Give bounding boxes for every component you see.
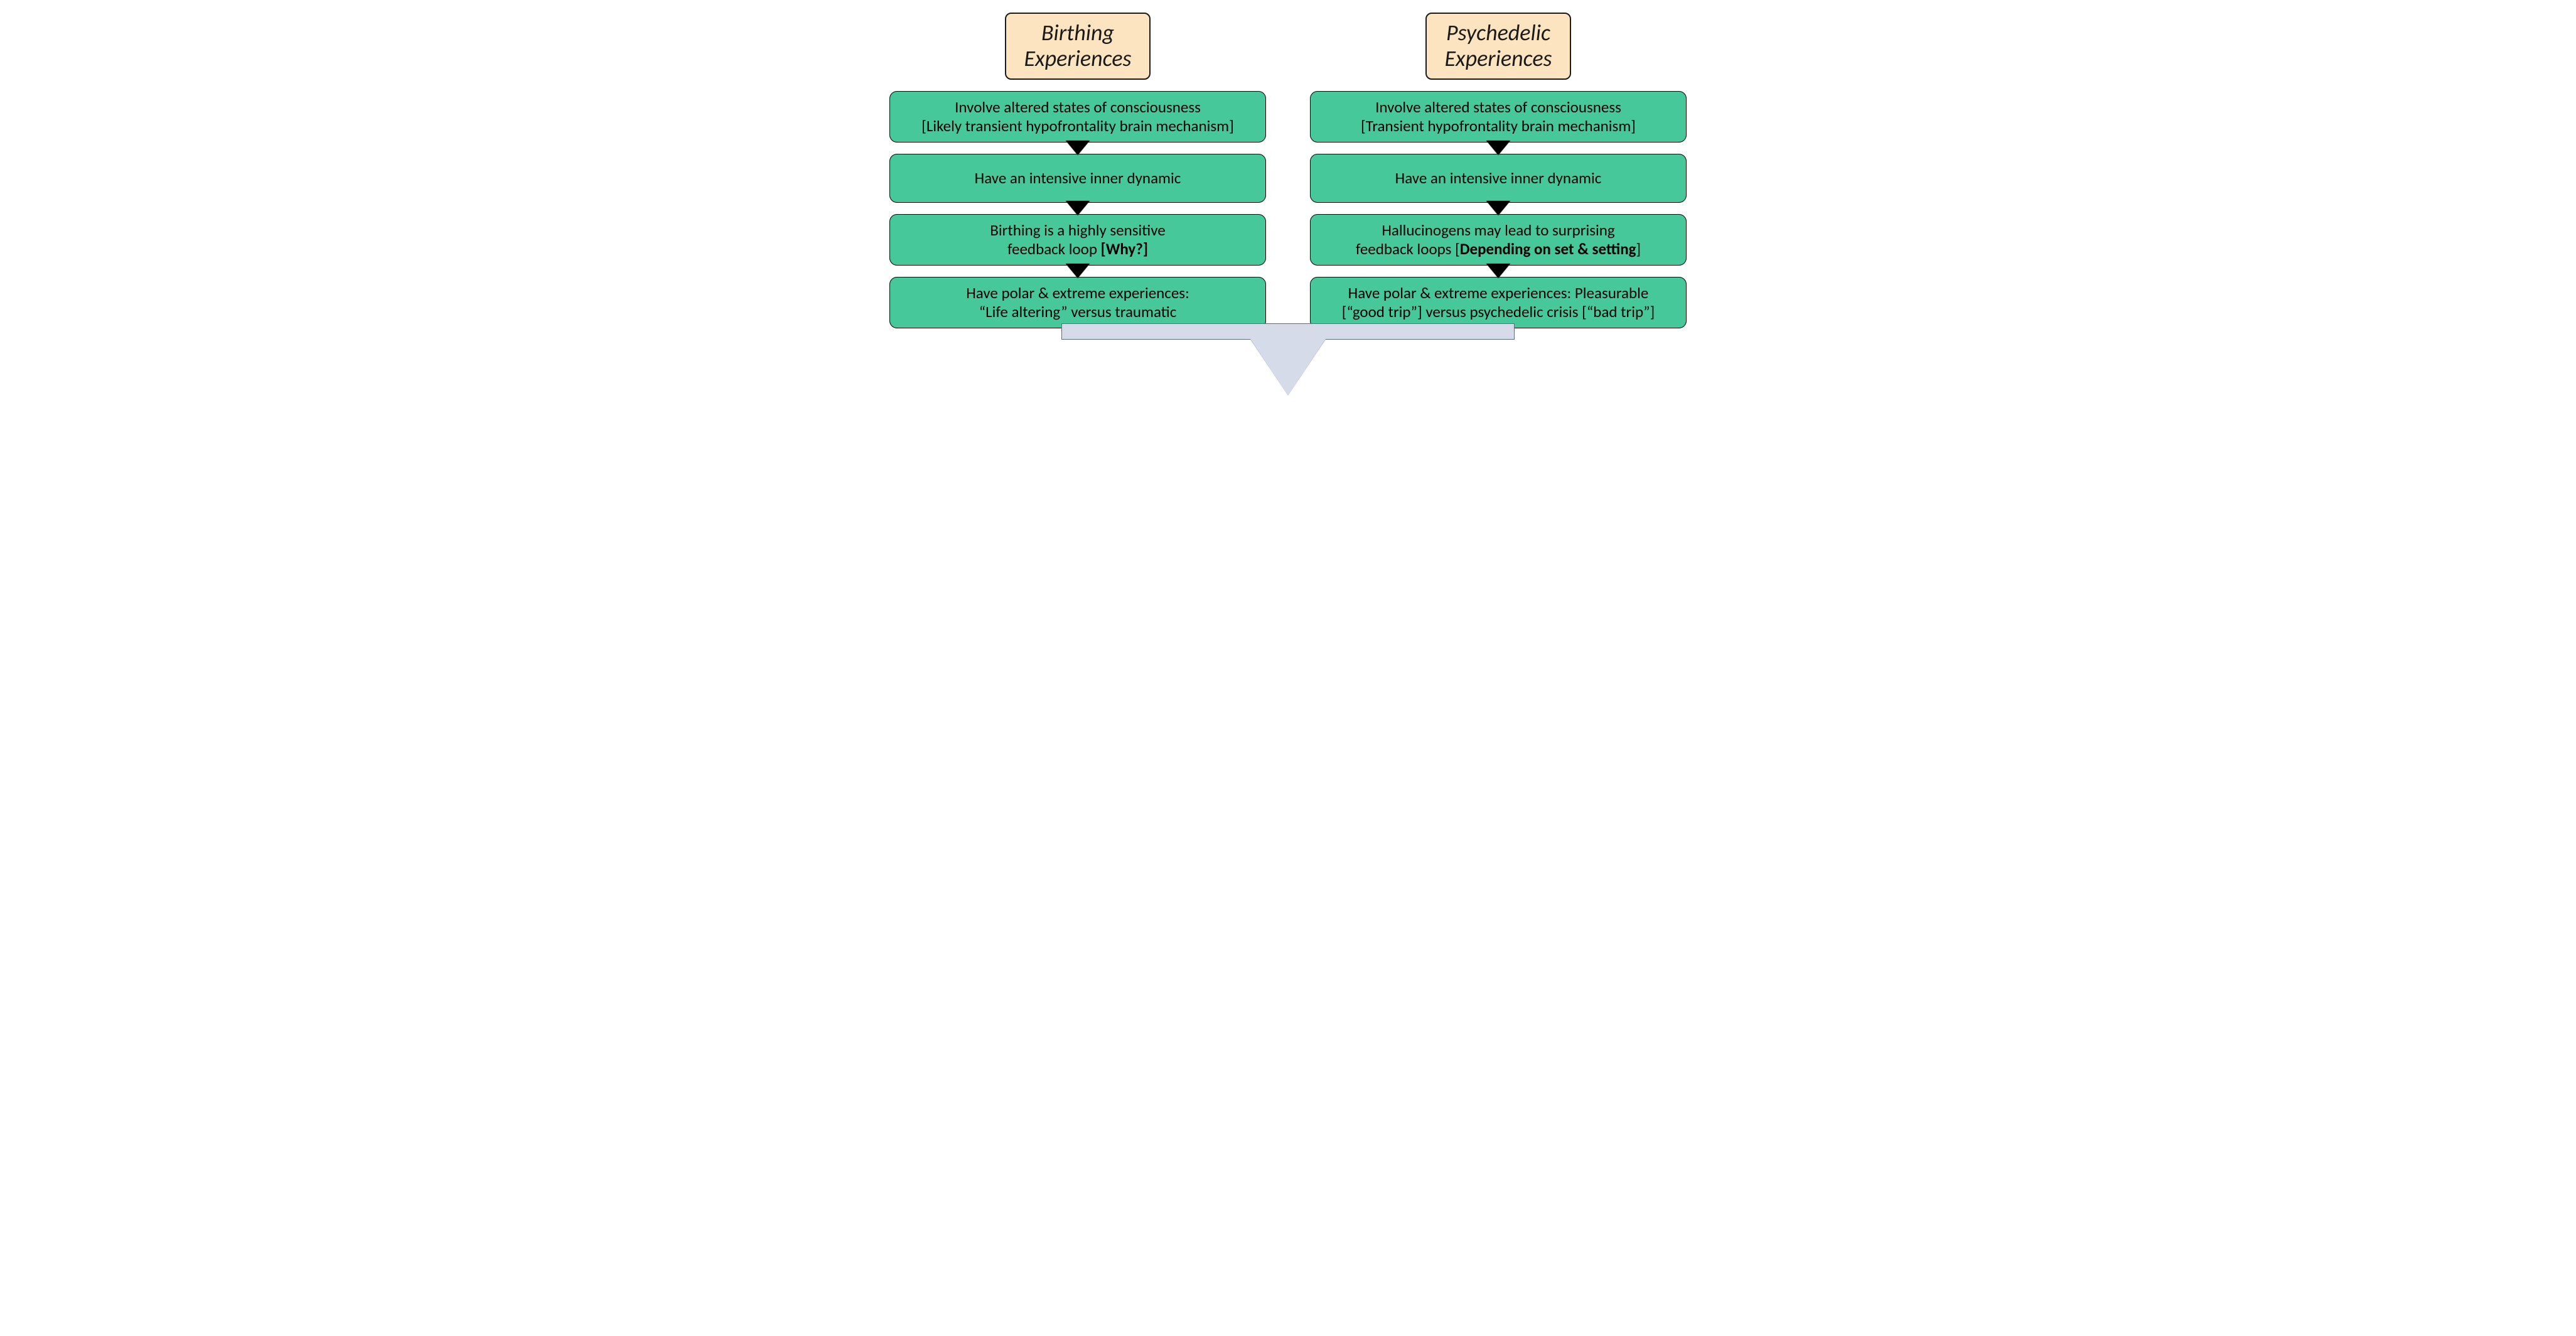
right-card-2: Have an intensive inner dynamic xyxy=(1310,154,1687,203)
left-card-1-line2: [Likely transient hypofrontality brain m… xyxy=(901,117,1254,136)
arrow-down-icon xyxy=(1487,141,1510,155)
balance-scale xyxy=(817,325,1759,396)
right-title-line1: Psychedelic xyxy=(1444,20,1552,46)
right-title-box: Psychedelic Experiences xyxy=(1425,13,1570,80)
right-card-3: Hallucinogens may lead to surprising fee… xyxy=(1310,214,1687,266)
arrow-down-icon xyxy=(1066,202,1089,215)
left-card-3-line2: feedback loop [Why?] xyxy=(901,240,1254,259)
right-card-4-line2: [“good trip”] versus psychedelic crisis … xyxy=(1322,303,1675,321)
columns-wrap: Birthing Experiences Involve altered sta… xyxy=(817,13,1759,328)
arrow-down-icon xyxy=(1487,202,1510,215)
balance-diagram: Birthing Experiences Involve altered sta… xyxy=(817,13,1759,396)
left-card-1-line1: Involve altered states of consciousness xyxy=(901,98,1254,117)
right-title-line2: Experiences xyxy=(1444,46,1552,72)
right-column: Psychedelic Experiences Involve altered … xyxy=(1310,13,1687,328)
right-card-1-line2: [Transient hypofrontality brain mechanis… xyxy=(1322,117,1675,136)
balance-fulcrum-icon xyxy=(1250,339,1326,396)
arrow-down-icon xyxy=(1066,264,1089,278)
right-card-1-line1: Involve altered states of consciousness xyxy=(1322,98,1675,117)
left-title-line1: Birthing xyxy=(1024,20,1131,46)
arrow-down-icon xyxy=(1066,141,1089,155)
right-card-3-line1: Hallucinogens may lead to surprising xyxy=(1322,221,1675,240)
left-card-3-line1: Birthing is a highly sensitive xyxy=(901,221,1254,240)
left-card-4-line2: “Life altering” versus traumatic xyxy=(901,303,1254,321)
left-card-1: Involve altered states of consciousness … xyxy=(889,91,1266,143)
left-card-3: Birthing is a highly sensitive feedback … xyxy=(889,214,1266,266)
right-card-3-post: ] xyxy=(1636,239,1641,259)
left-card-4-line1: Have polar & extreme experiences: xyxy=(901,284,1254,303)
left-title-line2: Experiences xyxy=(1024,46,1131,72)
left-card-3-bold: [Why?] xyxy=(1101,239,1148,259)
left-card-2: Have an intensive inner dynamic xyxy=(889,154,1266,203)
left-card-3-pre: feedback loop xyxy=(1007,239,1101,259)
right-card-1: Involve altered states of consciousness … xyxy=(1310,91,1687,143)
right-card-4-line1: Have polar & extreme experiences: Pleasu… xyxy=(1322,284,1675,303)
balance-beam xyxy=(1061,323,1515,340)
left-title-box: Birthing Experiences xyxy=(1005,13,1150,80)
arrow-down-icon xyxy=(1487,264,1510,278)
left-card-4: Have polar & extreme experiences: “Life … xyxy=(889,277,1266,328)
left-card-2-line1: Have an intensive inner dynamic xyxy=(901,169,1254,188)
right-card-3-line2: feedback loops [Depending on set & setti… xyxy=(1322,240,1675,259)
left-column: Birthing Experiences Involve altered sta… xyxy=(889,13,1266,328)
right-card-3-bold: Depending on set & setting xyxy=(1460,239,1636,259)
right-card-3-pre: feedback loops [ xyxy=(1356,239,1460,259)
right-card-4: Have polar & extreme experiences: Pleasu… xyxy=(1310,277,1687,328)
right-card-2-line1: Have an intensive inner dynamic xyxy=(1322,169,1675,188)
